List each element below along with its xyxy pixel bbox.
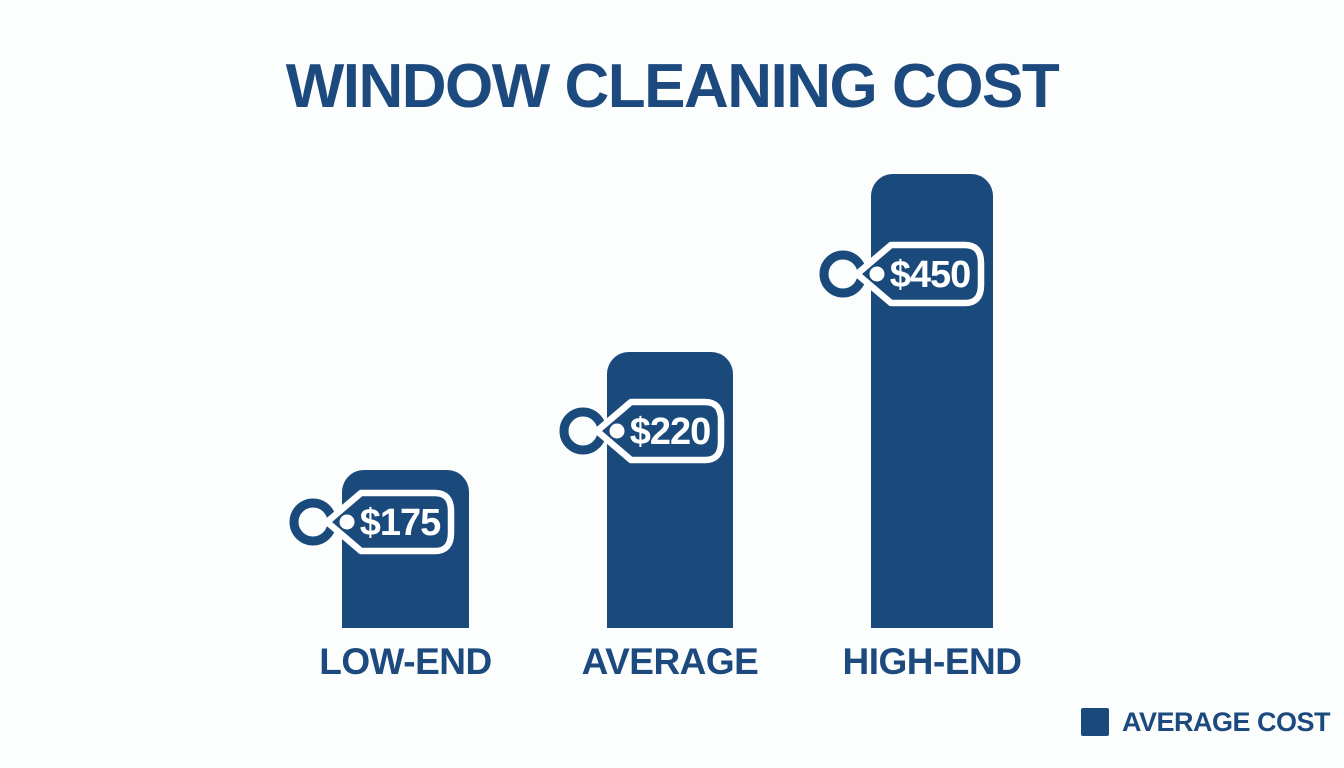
price-tag-low-end: $175 xyxy=(289,489,455,555)
legend-label: AVERAGE COST xyxy=(1122,706,1331,737)
tag-shape-icon xyxy=(593,398,725,464)
tag-shape-icon xyxy=(853,241,985,307)
price-tag-value-high-end: $450 xyxy=(890,254,971,296)
category-label-average: AVERAGE xyxy=(581,641,759,682)
legend: AVERAGE COST xyxy=(1081,706,1331,738)
chart-title: WINDOW CLEANING COST xyxy=(285,52,1060,121)
category-label-low-end: LOW-END xyxy=(319,641,492,682)
price-tag-value-average: $220 xyxy=(630,411,711,453)
tag-shape-icon xyxy=(323,489,455,555)
price-tag-value-low-end: $175 xyxy=(360,502,441,544)
tag-hole-icon xyxy=(869,266,885,282)
price-tag-average: $220 xyxy=(559,398,725,464)
legend-swatch-icon xyxy=(1081,708,1109,736)
tag-hole-icon xyxy=(339,514,355,530)
tag-hole-icon xyxy=(609,423,625,439)
category-label-high-end: HIGH-END xyxy=(842,641,1022,682)
bar-rect-average xyxy=(607,352,733,628)
price-tag-high-end: $450 xyxy=(819,241,985,307)
